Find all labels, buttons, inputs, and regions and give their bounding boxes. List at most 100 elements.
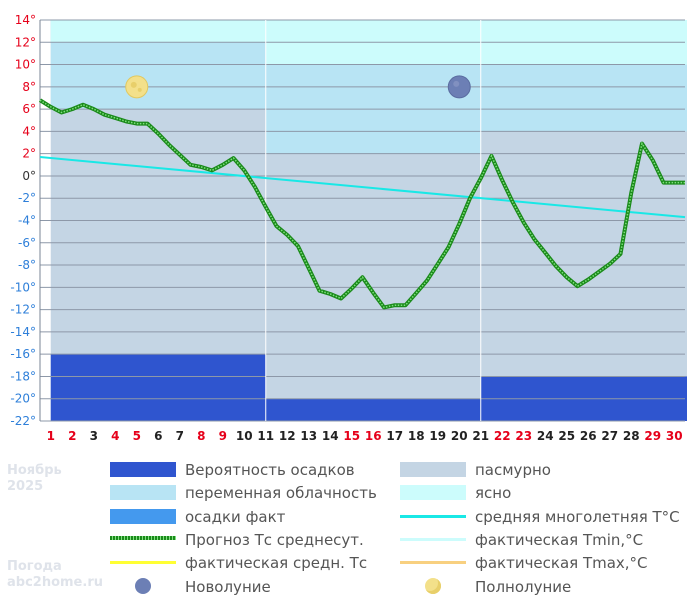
watermark-year: 2025 <box>7 479 44 494</box>
legend-swatch-box <box>110 462 176 477</box>
x-tick-label: 14 <box>322 429 339 443</box>
x-tick-label: 12 <box>279 429 296 443</box>
y-tick-label: 0° <box>22 169 36 183</box>
y-tick-label: 6° <box>22 102 36 116</box>
y-tick-label: -8° <box>18 258 36 272</box>
legend-item: Прогноз Тс среднесут. <box>0 529 687 551</box>
legend-swatch-box <box>400 485 466 501</box>
x-tick-label: 17 <box>386 429 403 443</box>
legend-label: Полнолуние <box>475 577 572 596</box>
legend-swatch-box <box>400 462 466 477</box>
full-moon-icon <box>425 577 441 594</box>
bar-precip-probability-1 <box>50 354 266 421</box>
new-moon-icon <box>135 577 151 594</box>
y-tick-label: -6° <box>18 236 36 250</box>
x-tick-label: 29 <box>644 429 661 443</box>
legend-item: фактическая средн. Тс <box>0 552 687 574</box>
y-tick-label: -12° <box>10 303 36 317</box>
legend-label: средняя многолетняя T°C <box>475 507 680 526</box>
x-tick-label: 16 <box>365 429 382 443</box>
x-tick-label: 19 <box>429 429 446 443</box>
x-tick-labels: 1 2 3 4 5 6 7 8 9 10 11 12 13 14 15 16 17 18 19 20 21 22 23 24 2… <box>47 429 683 443</box>
y-tick-labels: 14° 12° 10° 8° 6° 4° 2° 0° -2° -4° -6° -8° -10° -12° -… <box>10 13 36 428</box>
y-tick-label: -16° <box>10 347 36 361</box>
legend-label: фактическая Tmin,°C <box>475 530 644 549</box>
legend-item: осадки факт <box>0 506 687 528</box>
legend-item: переменная облачность <box>0 482 687 504</box>
x-tick-label: 30 <box>666 429 683 443</box>
new-moon-marker <box>447 75 471 99</box>
watermark-site-title: Погода <box>7 559 62 574</box>
legend-swatch-line <box>110 561 176 565</box>
x-tick-label: 24 <box>537 429 554 443</box>
full-moon-marker <box>125 75 149 99</box>
x-tick-label: 20 <box>451 429 468 443</box>
y-tick-label: -22° <box>10 414 36 428</box>
legend-item: Полнолуние <box>0 576 687 598</box>
x-tick-label: 1 <box>47 429 55 443</box>
series-lines <box>38 98 686 310</box>
legend-swatch-box <box>110 508 176 524</box>
y-tick-label: -18° <box>10 369 36 383</box>
y-tick-label: 4° <box>22 124 36 138</box>
watermark-month: Ноябрь <box>7 463 62 478</box>
x-tick-label: 8 <box>197 429 205 443</box>
grid-lines <box>39 19 685 422</box>
x-tick-label: 18 <box>408 429 425 443</box>
x-tick-label: 9 <box>219 429 227 443</box>
x-tick-label: 26 <box>580 429 597 443</box>
x-tick-label: 13 <box>300 429 317 443</box>
y-tick-label: -10° <box>10 280 36 294</box>
legend-swatch-line <box>400 514 466 518</box>
legend-item: ясно <box>0 482 687 504</box>
x-tick-label: 22 <box>494 429 511 443</box>
band-clear-1 <box>50 20 266 43</box>
x-tick-label: 28 <box>623 429 640 443</box>
x-tick-label: 10 <box>236 429 253 443</box>
legend-label: переменная облачность <box>185 484 377 503</box>
bar-precip-probability-2 <box>265 398 481 421</box>
x-tick-label: 15 <box>343 429 360 443</box>
x-tick-label: 2 <box>68 429 76 443</box>
y-tick-label: -4° <box>18 214 36 228</box>
y-tick-label: -14° <box>10 325 36 339</box>
legend-swatch-box <box>110 485 176 501</box>
x-tick-label: 3 <box>90 429 98 443</box>
y-tick-label: 2° <box>22 147 36 161</box>
y-tick-label: -20° <box>10 392 36 406</box>
y-tick-label: 8° <box>22 80 36 94</box>
temperature-chart: 14° 12° 10° 8° 6° 4° 2° 0° -2° -4° -6° -8° -10° -12° -… <box>10 13 687 443</box>
legend-label: Вероятность осадков <box>185 461 355 479</box>
legend-item: Вероятность осадков <box>0 459 687 481</box>
watermark-site-url: abc2home.ru <box>7 575 103 590</box>
legend-item: пасмурно <box>0 459 687 481</box>
y-tick-label: 12° <box>15 35 36 49</box>
full-moon-crater <box>130 81 137 88</box>
legend-label: Прогноз Тс среднесут. <box>185 530 364 549</box>
legend-label: пасмурно <box>475 461 551 479</box>
x-tick-label: 21 <box>472 429 489 443</box>
chart-legend: Вероятность осадков пасмурно переменная об… <box>0 456 687 599</box>
x-tick-label: 4 <box>111 429 119 443</box>
x-tick-label: 7 <box>176 429 184 443</box>
legend-item: фактическая Tmin,°C <box>0 529 687 551</box>
y-tick-label: 10° <box>15 58 36 72</box>
y-tick-label: -2° <box>18 191 36 205</box>
x-tick-label: 11 <box>257 429 274 443</box>
legend-label: фактическая средн. Тс <box>185 554 368 573</box>
y-tick-label: 14° <box>15 13 36 27</box>
legend-swatch-line <box>400 561 466 565</box>
legend-swatch-line <box>400 537 466 541</box>
series-forecast-line-dots <box>39 99 685 309</box>
legend-item: Новолуние <box>0 576 687 598</box>
legend-label: осадки факт <box>185 507 286 526</box>
x-tick-label: 5 <box>133 429 141 443</box>
legend-label: Новолуние <box>185 577 271 596</box>
x-tick-label: 27 <box>601 429 618 443</box>
moon-markers <box>125 75 471 99</box>
x-tick-label: 6 <box>154 429 162 443</box>
legend-item: фактическая Tmax,°C <box>0 552 687 574</box>
new-moon-crater <box>453 80 460 87</box>
x-tick-label: 23 <box>515 429 532 443</box>
series-average-longterm-line <box>39 156 686 219</box>
